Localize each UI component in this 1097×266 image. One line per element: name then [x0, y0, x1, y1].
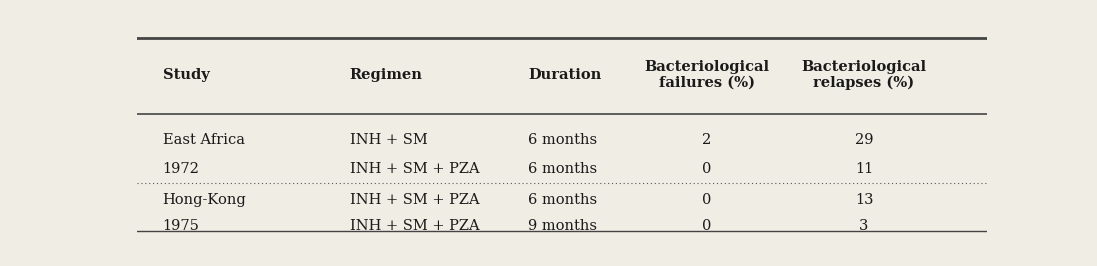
Text: Regimen: Regimen: [350, 68, 422, 82]
Text: 0: 0: [702, 219, 712, 234]
Text: 2: 2: [702, 134, 711, 147]
Text: Duration: Duration: [529, 68, 601, 82]
Text: 1972: 1972: [162, 162, 200, 176]
Text: 6 months: 6 months: [529, 193, 598, 207]
Text: 11: 11: [855, 162, 873, 176]
Text: 6 months: 6 months: [529, 134, 598, 147]
Text: Bacteriological
failures (%): Bacteriological failures (%): [644, 60, 769, 90]
Text: INH + SM + PZA: INH + SM + PZA: [350, 162, 479, 176]
Text: 0: 0: [702, 162, 712, 176]
Text: 13: 13: [855, 193, 873, 207]
Text: 0: 0: [702, 193, 712, 207]
Text: 29: 29: [855, 134, 873, 147]
Text: 1975: 1975: [162, 219, 200, 234]
Text: INH + SM + PZA: INH + SM + PZA: [350, 193, 479, 207]
Text: East Africa: East Africa: [162, 134, 245, 147]
Text: Hong-Kong: Hong-Kong: [162, 193, 247, 207]
Text: 6 months: 6 months: [529, 162, 598, 176]
Text: Study: Study: [162, 68, 210, 82]
Text: INH + SM + PZA: INH + SM + PZA: [350, 219, 479, 234]
Text: 9 months: 9 months: [529, 219, 597, 234]
Text: Bacteriological
relapses (%): Bacteriological relapses (%): [802, 60, 927, 90]
Text: INH + SM: INH + SM: [350, 134, 428, 147]
Text: 3: 3: [859, 219, 869, 234]
